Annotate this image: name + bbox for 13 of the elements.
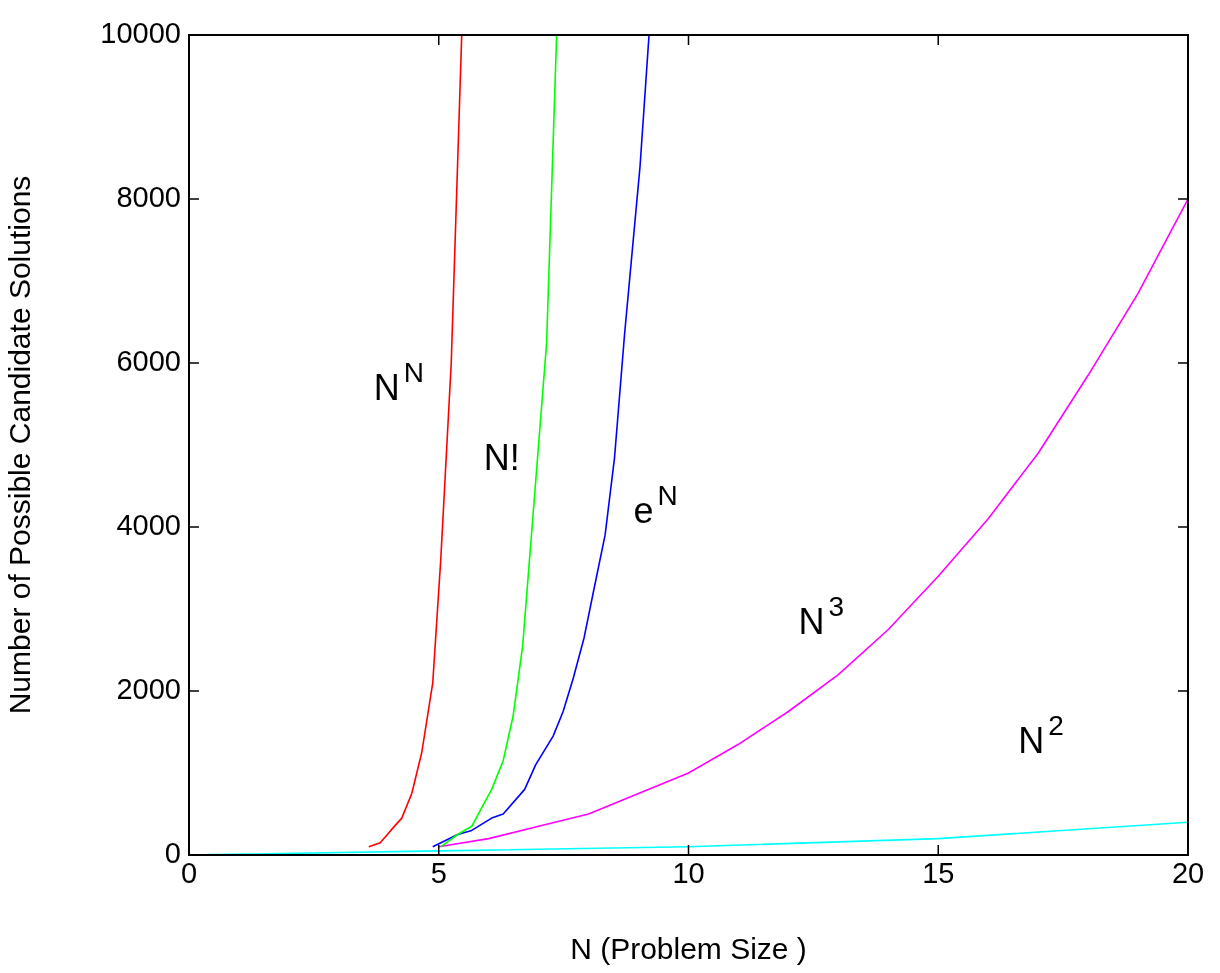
y-tick-label: 4000 <box>116 509 181 541</box>
y-tick-label: 8000 <box>116 181 181 213</box>
y-tick-label: 0 <box>164 837 181 869</box>
x-tick-label: 15 <box>922 857 955 890</box>
x-tick-label: 10 <box>672 857 705 890</box>
x-axis-title: N (Problem Size ) <box>570 932 807 966</box>
y-tick-label: 6000 <box>116 345 181 377</box>
annotation: N! <box>483 436 520 478</box>
y-tick-label: 10000 <box>100 17 181 49</box>
y-tick-label: 2000 <box>116 673 181 705</box>
x-tick-label: 5 <box>430 857 447 890</box>
x-tick-label: 20 <box>1171 857 1205 890</box>
y-axis-title: Number of Possible Candidate Solutions <box>3 175 37 715</box>
